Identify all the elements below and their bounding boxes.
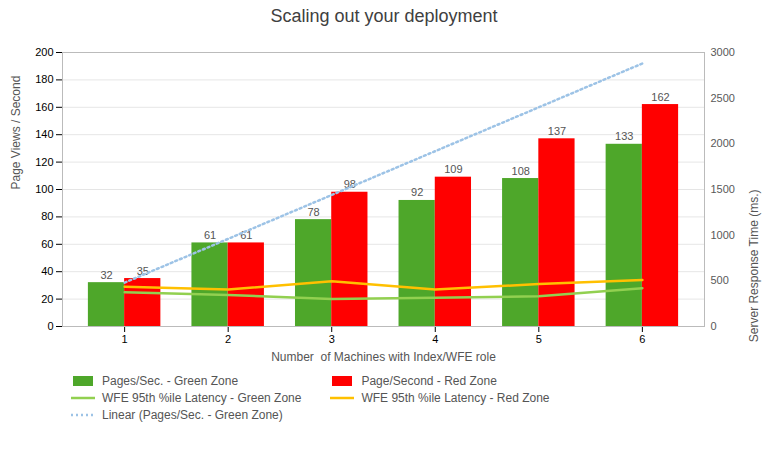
- svg-text:98: 98: [343, 178, 356, 191]
- svg-text:6: 6: [639, 333, 645, 345]
- svg-text:100: 100: [35, 183, 53, 195]
- svg-text:80: 80: [41, 210, 53, 222]
- svg-text:0: 0: [47, 320, 53, 332]
- svg-text:109: 109: [444, 163, 462, 175]
- svg-text:500: 500: [711, 274, 729, 286]
- svg-text:162: 162: [651, 91, 669, 103]
- svg-text:160: 160: [35, 101, 53, 113]
- svg-text:1000: 1000: [711, 229, 735, 241]
- svg-text:5: 5: [536, 333, 542, 345]
- html-text:Pages/Sec. - Green Zone: Pages/Sec. - Green Zone: [102, 374, 239, 388]
- svg-text:1500: 1500: [711, 183, 735, 195]
- svg-text:2: 2: [225, 333, 231, 345]
- svg-text:60: 60: [41, 238, 53, 250]
- svg-text:35: 35: [136, 264, 149, 277]
- html-text:Page/Second - Red Zone: Page/Second - Red Zone: [361, 374, 497, 388]
- html-text:Scaling out your deployment: Scaling out your deployment: [270, 6, 498, 26]
- html-text:Linear (Pages/Sec. - Green Zon: Linear (Pages/Sec. - Green Zone): [102, 408, 283, 422]
- svg-text:200: 200: [35, 46, 53, 58]
- svg-text:61: 61: [204, 229, 216, 241]
- svg-text:4: 4: [432, 333, 438, 345]
- svg-text:133: 133: [615, 130, 633, 142]
- svg-text:20: 20: [41, 293, 53, 305]
- svg-text:120: 120: [35, 156, 53, 168]
- svg-text:180: 180: [35, 73, 53, 85]
- svg-text:1: 1: [122, 333, 128, 345]
- html-text:WFE 95th %ile Latency - Green: WFE 95th %ile Latency - Green Zone: [102, 391, 302, 405]
- svg-text:108: 108: [512, 165, 530, 177]
- svg-text:3000: 3000: [711, 46, 735, 58]
- svg-text:Page Views / Second: Page Views / Second: [9, 76, 23, 190]
- svg-text:137: 137: [548, 125, 566, 137]
- svg-text:32: 32: [100, 269, 112, 281]
- svg-text:92: 92: [411, 186, 423, 198]
- svg-text:Server Response Time (ms.): Server Response Time (ms.): [747, 190, 761, 343]
- svg-text:0: 0: [711, 320, 717, 332]
- svg-text:140: 140: [35, 128, 53, 140]
- svg-text:61: 61: [240, 228, 253, 241]
- svg-text:Number of Machines with Index: Number of Machines with Index/WFE role: [271, 350, 496, 364]
- svg-text:3: 3: [329, 333, 335, 345]
- html-text:WFE 95th %ile Latency - Red Zo: WFE 95th %ile Latency - Red Zone: [361, 391, 550, 405]
- svg-text:40: 40: [41, 265, 53, 277]
- svg-text:2000: 2000: [711, 137, 735, 149]
- svg-text:78: 78: [307, 206, 319, 218]
- svg-text:2500: 2500: [711, 92, 735, 104]
